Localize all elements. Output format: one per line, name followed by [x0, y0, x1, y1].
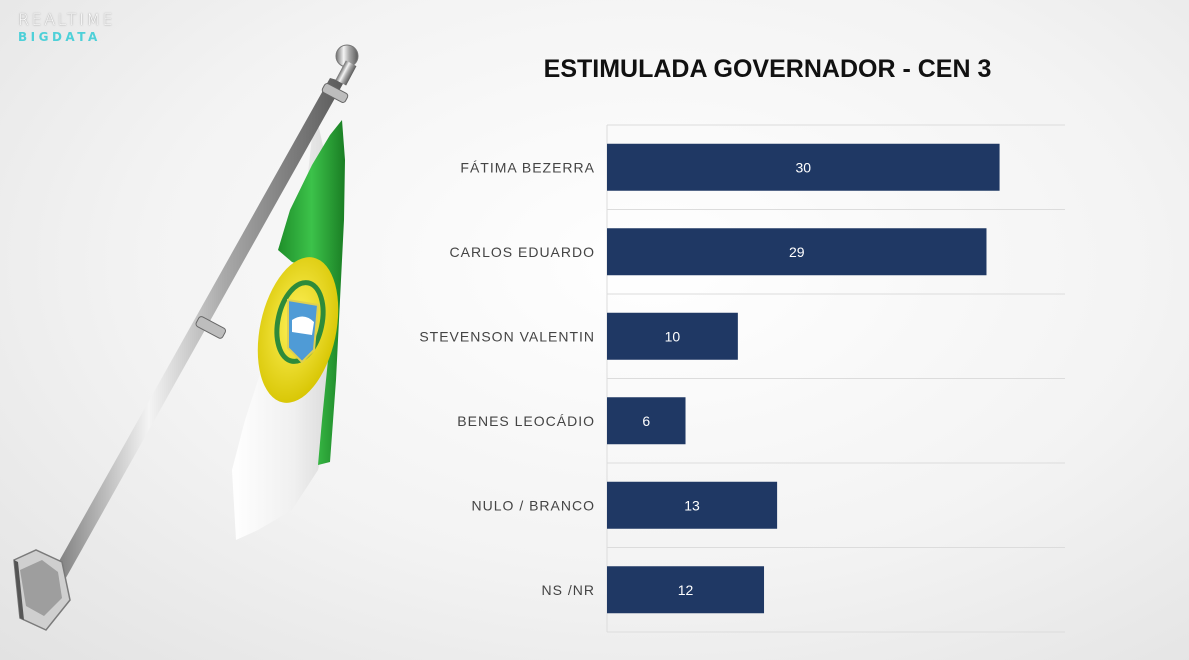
chart-title: ESTIMULADA GOVERNADOR - CEN 3 — [543, 55, 992, 83]
data-label: 29 — [789, 244, 805, 260]
bar — [607, 397, 686, 445]
data-label: 13 — [684, 497, 700, 513]
brand-logo: REALTIME BIGDATA — [18, 10, 116, 44]
data-label: 12 — [678, 582, 694, 598]
bar — [607, 228, 987, 276]
bar — [607, 143, 1000, 191]
bar — [607, 312, 738, 360]
data-label: 30 — [795, 159, 811, 175]
logo-line-2: BIGDATA — [18, 30, 101, 44]
bar — [607, 481, 778, 529]
bar — [607, 566, 765, 614]
flag-illustration — [13, 44, 359, 631]
category-label: FÁTIMA BEZERRA — [460, 159, 595, 175]
category-label: NULO / BRANCO — [472, 497, 595, 513]
category-label: CARLOS EDUARDO — [450, 244, 595, 260]
category-label: STEVENSON VALENTIN — [419, 328, 595, 344]
category-label: NS /NR — [542, 582, 595, 598]
flag-pole — [44, 78, 344, 592]
data-label: 10 — [665, 328, 681, 344]
flag-green-band — [278, 120, 345, 465]
data-label: 6 — [642, 413, 650, 429]
logo-line-1: REALTIME — [18, 10, 116, 29]
category-label: BENES LEOCÁDIO — [457, 413, 595, 429]
